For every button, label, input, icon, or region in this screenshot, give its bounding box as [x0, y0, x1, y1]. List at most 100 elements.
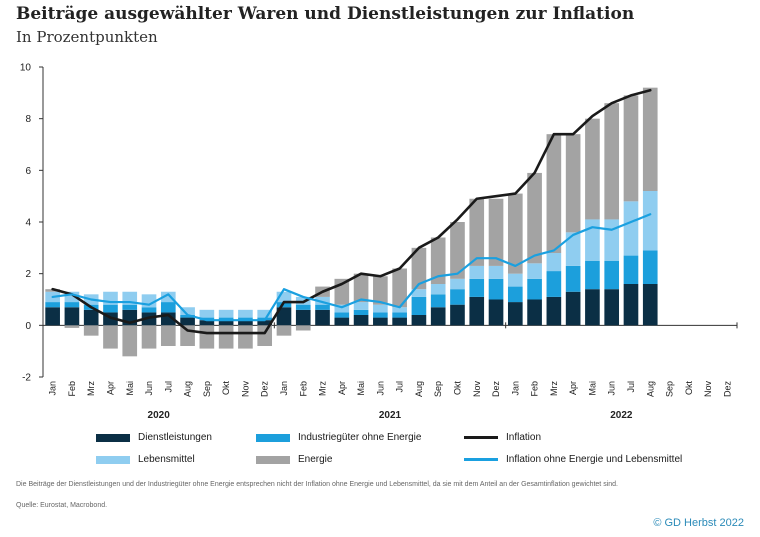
x-tick-label: Mrz [549, 381, 559, 396]
bar-energie [469, 198, 485, 266]
bar-industriegueter [411, 296, 427, 315]
bar-industriegueter [373, 312, 388, 318]
y-tick-label: 8 [25, 114, 31, 125]
bar-energie [276, 325, 292, 336]
bar-lebensmittel [411, 289, 427, 297]
bar-lebensmittel [642, 191, 658, 251]
year-label: 2021 [379, 410, 402, 421]
x-tick-label: Dez [491, 381, 501, 398]
bar-industriegueter [565, 265, 581, 292]
x-tick-label: Okt [221, 381, 231, 396]
bar-dienstleistungen [642, 284, 658, 326]
x-tick-label: Jul [626, 381, 636, 393]
bar-industriegueter [507, 286, 523, 303]
x-tick-label: Dez [722, 381, 732, 398]
bar-energie [623, 95, 639, 202]
bar-energie [430, 237, 446, 284]
bar-energie [527, 172, 542, 264]
bar-industriegueter [315, 304, 330, 310]
bar-lebensmittel [257, 309, 273, 318]
bar-industriegueter [64, 302, 80, 308]
bar-industriegueter [527, 278, 542, 300]
bar-industriegueter [623, 255, 639, 284]
x-tick-label: Feb [67, 381, 77, 397]
bar-lebensmittel [373, 304, 388, 313]
bar-dienstleistungen [238, 320, 253, 326]
bar-industriegueter [642, 250, 658, 284]
bar-dienstleistungen [488, 299, 504, 326]
legend-item-kerninflation: Inflation ohne Energie und Lebensmittel [464, 454, 682, 465]
bar-lebensmittel [180, 307, 195, 315]
bar-dienstleistungen [83, 309, 99, 326]
bar-industriegueter [430, 294, 446, 308]
bar-lebensmittel [334, 304, 350, 313]
bar-lebensmittel [527, 263, 542, 279]
legend-swatch-kerninflation [464, 458, 498, 461]
legend-item-dienstleistungen: Dienstleistungen [96, 432, 212, 443]
axes [39, 66, 738, 378]
bar-energie [353, 273, 369, 303]
bar-energie [64, 325, 80, 328]
bar-industriegueter [295, 304, 311, 310]
x-tick-label: Nov [703, 381, 713, 398]
bar-dienstleistungen [64, 307, 80, 326]
bar-dienstleistungen [392, 317, 407, 326]
bar-energie [199, 325, 215, 349]
x-tick-label: Nov [472, 381, 482, 398]
bar-energie [180, 325, 195, 346]
legend-label-inflation: Inflation [506, 432, 542, 443]
x-tick-label: Jan [510, 381, 520, 396]
bar-industriegueter [199, 317, 215, 321]
bar-dienstleistungen [430, 307, 446, 326]
bar-industriegueter [392, 312, 407, 318]
bar-industriegueter [218, 317, 234, 321]
bar-dienstleistungen [257, 320, 273, 326]
x-tick-label: Nov [240, 381, 250, 398]
bar-dienstleistungen [411, 315, 427, 326]
legend-item-inflation: Inflation [464, 432, 541, 443]
stacked-bars [45, 87, 658, 357]
bar-lebensmittel [392, 307, 407, 313]
legend-label-energie: Energie [298, 454, 333, 465]
legend-swatch-industriegueter [256, 433, 290, 442]
bar-dienstleistungen [295, 309, 311, 326]
bar-lebensmittel [199, 309, 215, 318]
bar-industriegueter [469, 278, 485, 297]
bar-lebensmittel [238, 309, 253, 318]
year-label: 2020 [148, 410, 171, 421]
bar-lebensmittel [315, 296, 330, 305]
legend-swatch-dienstleistungen [96, 433, 130, 442]
x-tick-label: Mrz [86, 381, 96, 396]
bar-dienstleistungen [604, 289, 620, 326]
bar-dienstleistungen [218, 320, 234, 326]
bar-industriegueter [238, 317, 253, 321]
bar-dienstleistungen [450, 304, 465, 326]
bar-lebensmittel [450, 278, 465, 290]
bar-industriegueter [604, 260, 620, 290]
lines [51, 88, 652, 335]
year-label: 2022 [610, 410, 633, 421]
bar-energie [488, 198, 504, 266]
legend-swatch-energie [256, 455, 290, 464]
bar-energie [160, 325, 176, 346]
legend-item-lebensmittel: Lebensmittel [96, 454, 195, 465]
legend-label-lebensmittel: Lebensmittel [138, 454, 195, 465]
y-tick-label: -2 [22, 373, 31, 384]
x-tick-label: Aug [645, 381, 655, 397]
x-tick-label: Sep [433, 381, 443, 397]
bar-energie [450, 222, 465, 279]
bar-dienstleistungen [527, 299, 542, 326]
bar-energie [295, 325, 311, 331]
y-tick-label: 0 [25, 321, 31, 332]
legend-label-industriegueter: Industriegüter ohne Energie [298, 432, 422, 443]
x-tick-label: Sep [665, 381, 675, 397]
legend-swatch-inflation [464, 436, 498, 439]
y-tick-label: 2 [25, 269, 31, 280]
bar-industriegueter [546, 271, 562, 297]
bar-energie [585, 118, 600, 220]
x-tick-label: Okt [684, 381, 694, 396]
y-tick-label: 10 [20, 63, 32, 74]
bar-lebensmittel [218, 309, 234, 318]
bar-dienstleistungen [276, 307, 292, 326]
